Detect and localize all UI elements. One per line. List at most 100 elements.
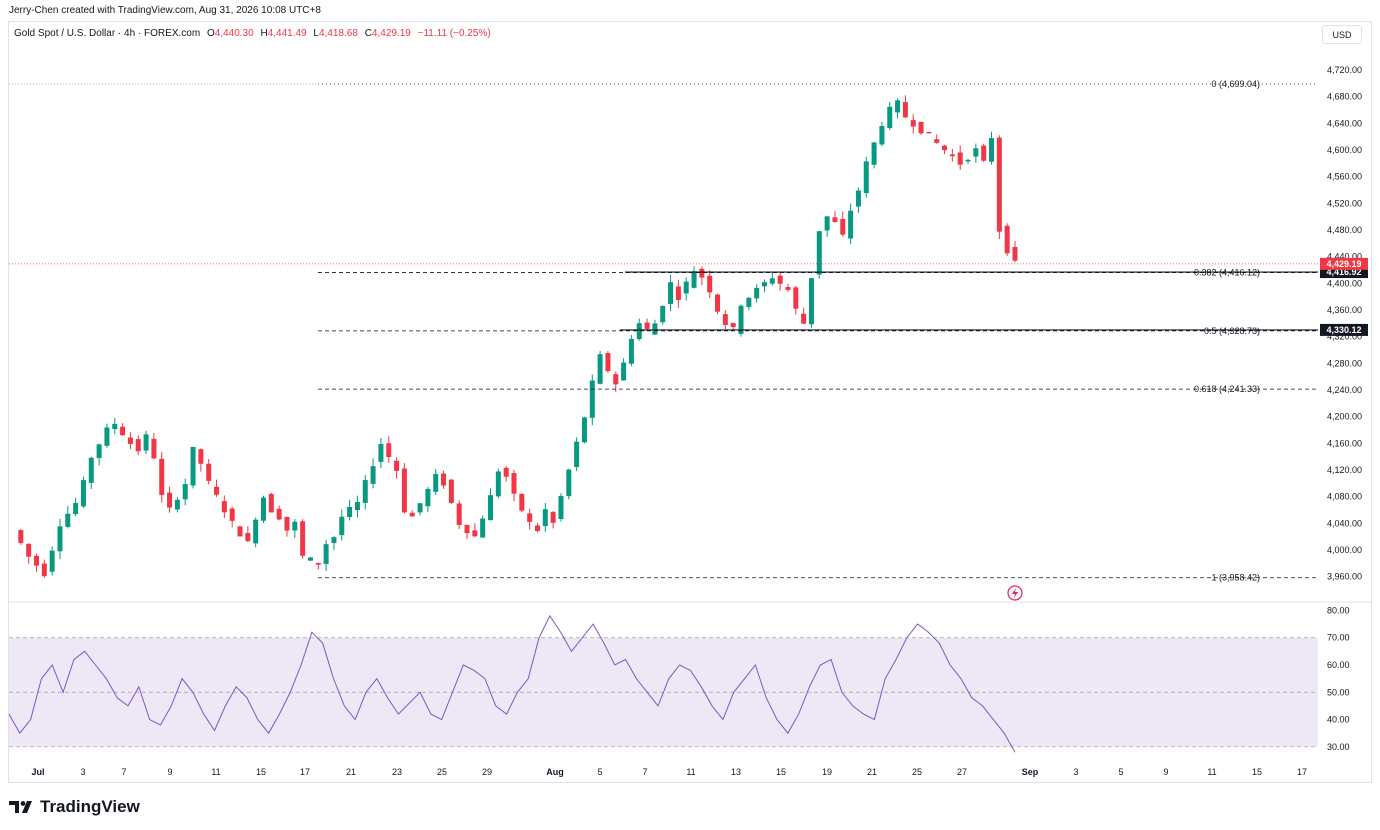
- price-tick-label: 4,600.00: [1327, 145, 1362, 155]
- candle-body: [863, 161, 869, 194]
- time-axis-label: 9: [1163, 767, 1168, 777]
- candle-body: [808, 278, 814, 325]
- price-tick-label: 4,520.00: [1327, 198, 1362, 208]
- candle-body: [1012, 246, 1018, 261]
- candle-body: [190, 446, 196, 486]
- time-axis-label: 17: [1297, 767, 1307, 777]
- candle-body: [253, 519, 259, 544]
- time-axis-label: 15: [256, 767, 266, 777]
- price-tick-label: 4,160.00: [1327, 438, 1362, 448]
- candle-body: [425, 488, 431, 507]
- candle-body: [605, 353, 611, 372]
- price-tick-label: 4,280.00: [1327, 358, 1362, 368]
- rsi-line: [8, 614, 1016, 753]
- high-value: 4,441.49: [267, 28, 307, 39]
- candle-body: [1004, 225, 1010, 254]
- candle-body: [441, 473, 447, 486]
- candle-body: [401, 468, 407, 513]
- level-tag-text: 4,330.12: [1326, 325, 1361, 335]
- price-tick-label: 4,320.00: [1327, 332, 1362, 342]
- candle-body: [65, 513, 71, 527]
- candle-body: [550, 512, 556, 523]
- time-axis-label: 5: [1118, 767, 1123, 777]
- candle-body: [80, 480, 86, 507]
- candle-body: [801, 313, 807, 324]
- candle-body: [542, 509, 548, 527]
- candle-body: [957, 152, 963, 165]
- rsi-tick-label: 40.00: [1327, 715, 1350, 725]
- candle-body: [315, 562, 321, 565]
- candle-body: [621, 362, 627, 381]
- high-label: H: [260, 28, 268, 39]
- candle-body: [628, 338, 634, 364]
- candle-body: [409, 512, 415, 517]
- time-axis-label: 25: [437, 767, 447, 777]
- candle-body: [104, 427, 110, 446]
- candle-body: [339, 516, 345, 536]
- candle-body: [464, 524, 470, 534]
- event-marker-icon: [1007, 585, 1023, 601]
- candle-body: [589, 380, 595, 418]
- price-tick-label: 4,360.00: [1327, 305, 1362, 315]
- price-tick-label: 4,240.00: [1327, 385, 1362, 395]
- candle-body: [652, 323, 658, 335]
- price-tick-label: 4,200.00: [1327, 412, 1362, 422]
- candle-body: [456, 503, 462, 525]
- candle-body: [722, 314, 728, 325]
- candle-body: [785, 287, 791, 291]
- time-axis-label: 21: [346, 767, 356, 777]
- candle-body: [855, 190, 861, 207]
- candle-body: [926, 131, 932, 134]
- price-tick-label: 4,080.00: [1327, 492, 1362, 502]
- price-tick-label: 4,480.00: [1327, 225, 1362, 235]
- candle-body: [762, 282, 767, 287]
- candle-body: [574, 441, 580, 467]
- price-tick-label: 4,440.00: [1327, 252, 1362, 262]
- candle-body: [871, 142, 877, 165]
- fib-level-label: 0.618 (4,241.33): [1194, 384, 1260, 394]
- candle-body: [159, 458, 165, 495]
- rsi-tick-label: 30.00: [1327, 742, 1350, 752]
- candle-body: [730, 323, 736, 328]
- candle-body: [887, 106, 893, 128]
- candle-body: [151, 438, 157, 459]
- candle-body: [511, 473, 517, 494]
- candle-body: [268, 493, 274, 513]
- time-axis-label: Aug: [546, 767, 564, 777]
- price-tick-label: 4,000.00: [1327, 545, 1362, 555]
- candle-body: [174, 499, 180, 510]
- candle-body: [816, 231, 822, 275]
- candle-body: [769, 278, 775, 284]
- candle-body: [433, 473, 439, 492]
- candle-body: [973, 148, 979, 157]
- candle-body: [981, 145, 987, 161]
- candle-body: [519, 493, 525, 511]
- time-axis-label: 27: [957, 767, 967, 777]
- time-axis-label: 17: [300, 767, 310, 777]
- candle-body: [292, 521, 298, 531]
- candle-body: [840, 218, 846, 235]
- price-tick-label: 4,560.00: [1327, 172, 1362, 182]
- candle-body: [394, 460, 400, 471]
- candle-body: [237, 526, 243, 537]
- price-tag-box: [1320, 257, 1368, 270]
- fib-level-label: 0.5 (4,328.73): [1204, 326, 1260, 336]
- candle-body: [636, 323, 642, 340]
- candle-body: [934, 139, 940, 143]
- attribution: Jerry-Chen created with TradingView.com,…: [9, 5, 321, 16]
- currency-button[interactable]: USD: [1322, 25, 1362, 44]
- candle-body: [323, 544, 329, 564]
- candle-body: [206, 463, 212, 481]
- time-axis-label: 21: [867, 767, 877, 777]
- candle-body: [143, 434, 149, 451]
- candle-body: [996, 137, 1002, 232]
- time-axis-label: 3: [1073, 767, 1078, 777]
- time-axis-label: 5: [597, 767, 602, 777]
- candle-body: [581, 417, 587, 443]
- price-tag-text: 4,429.19: [1326, 259, 1361, 269]
- candle-body: [738, 305, 744, 334]
- candle-body: [949, 154, 955, 157]
- candle-body: [910, 120, 916, 127]
- rsi-tick-label: 80.00: [1327, 605, 1350, 615]
